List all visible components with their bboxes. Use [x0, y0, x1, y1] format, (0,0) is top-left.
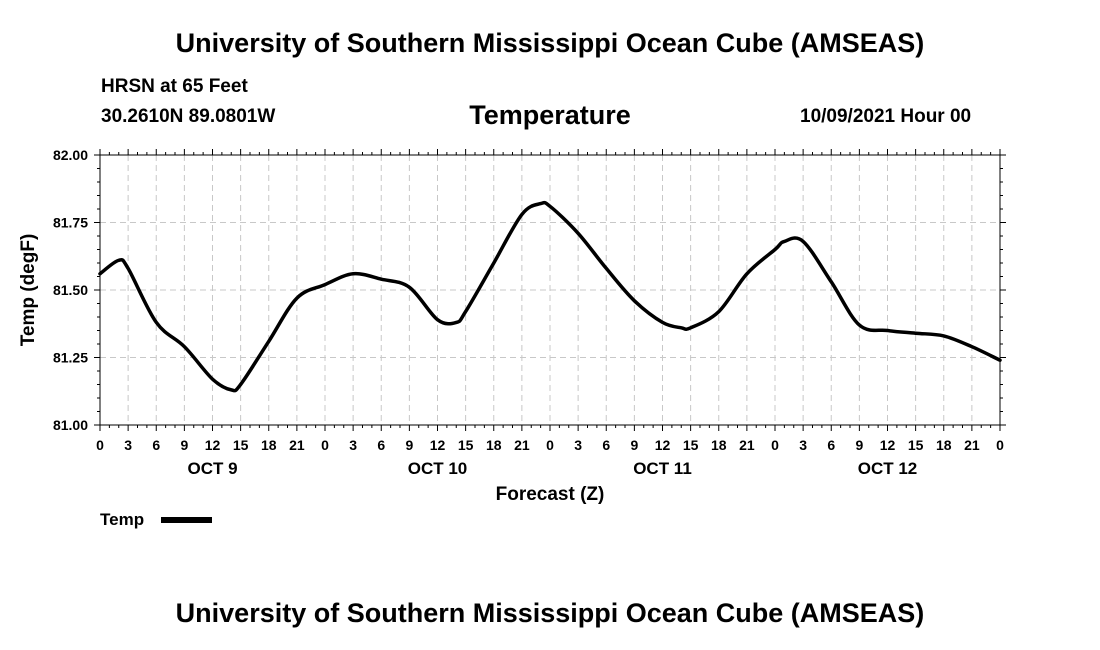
- x-tick-label: 21: [964, 437, 980, 453]
- x-tick-label: 12: [880, 437, 896, 453]
- x-tick-label: 18: [261, 437, 277, 453]
- chart-title: Temperature: [469, 100, 631, 130]
- day-label: OCT 11: [633, 459, 692, 478]
- station-label: HRSN at 65 Feet: [101, 76, 248, 97]
- y-axis-title: Temp (degF): [18, 234, 39, 347]
- x-tick-label: 0: [771, 437, 779, 453]
- y-tick-labels: 81.00 81.25 81.50 81.75 82.00: [53, 147, 88, 433]
- x-tick-label: 21: [514, 437, 530, 453]
- x-tick-label: 3: [574, 437, 582, 453]
- x-tick-label: 12: [430, 437, 446, 453]
- day-label: OCT 10: [408, 459, 468, 478]
- y-tick-label: 81.50: [53, 282, 88, 298]
- x-tick-label: 0: [96, 437, 104, 453]
- x-tick-label: 18: [711, 437, 727, 453]
- y-tick-label: 81.75: [53, 215, 88, 231]
- grid-lines: [100, 155, 1000, 425]
- forecast-date-label: 10/09/2021 Hour 00: [800, 106, 972, 127]
- x-tick-label: 6: [152, 437, 160, 453]
- x-tick-label: 6: [602, 437, 610, 453]
- day-label: OCT 9: [187, 459, 237, 478]
- x-tick-label: 3: [349, 437, 357, 453]
- x-tick-label: 15: [458, 437, 474, 453]
- x-axis-title: Forecast (Z): [496, 484, 605, 505]
- x-tick-label: 9: [405, 437, 413, 453]
- x-tick-labels: 0 3 6 9 12 15 18 21 0 3 6 9 12 15 18 21 0 3 6 9 12 15 18 21 0 3 6 9…: [96, 437, 1004, 453]
- figure-title-top: University of Southern Mississippi Ocean…: [175, 28, 925, 58]
- x-tick-label: 9: [630, 437, 638, 453]
- day-label: OCT 12: [858, 459, 918, 478]
- x-tick-label: 15: [683, 437, 699, 453]
- temp-series-line: [98, 200, 1002, 393]
- y-tick-label: 82.00: [53, 147, 88, 163]
- x-tick-label: 9: [180, 437, 188, 453]
- x-tick-label: 0: [996, 437, 1004, 453]
- legend-label: Temp: [100, 510, 144, 529]
- x-tick-label: 18: [936, 437, 952, 453]
- y-tick-label: 81.00: [53, 417, 88, 433]
- x-tick-label: 0: [321, 437, 329, 453]
- day-labels: OCT 9 OCT 10 OCT 11 OCT 12: [187, 459, 917, 478]
- x-tick-label: 6: [827, 437, 835, 453]
- x-tick-label: 15: [908, 437, 924, 453]
- x-tick-label: 3: [799, 437, 807, 453]
- x-tick-label: 3: [124, 437, 132, 453]
- x-tick-label: 6: [377, 437, 385, 453]
- x-tick-label: 18: [486, 437, 502, 453]
- x-tick-label: 12: [205, 437, 221, 453]
- x-tick-label: 21: [739, 437, 755, 453]
- plot-area-frame: [99, 154, 1001, 426]
- x-tick-label: 0: [546, 437, 554, 453]
- x-tick-label: 21: [289, 437, 305, 453]
- figure-title-bottom: University of Southern Mississippi Ocean…: [175, 598, 925, 628]
- x-tick-label: 15: [233, 437, 249, 453]
- coordinates-label: 30.2610N 89.0801W: [101, 106, 276, 127]
- x-tick-label: 9: [855, 437, 863, 453]
- y-tick-label: 81.25: [53, 350, 88, 366]
- x-tick-label: 12: [655, 437, 671, 453]
